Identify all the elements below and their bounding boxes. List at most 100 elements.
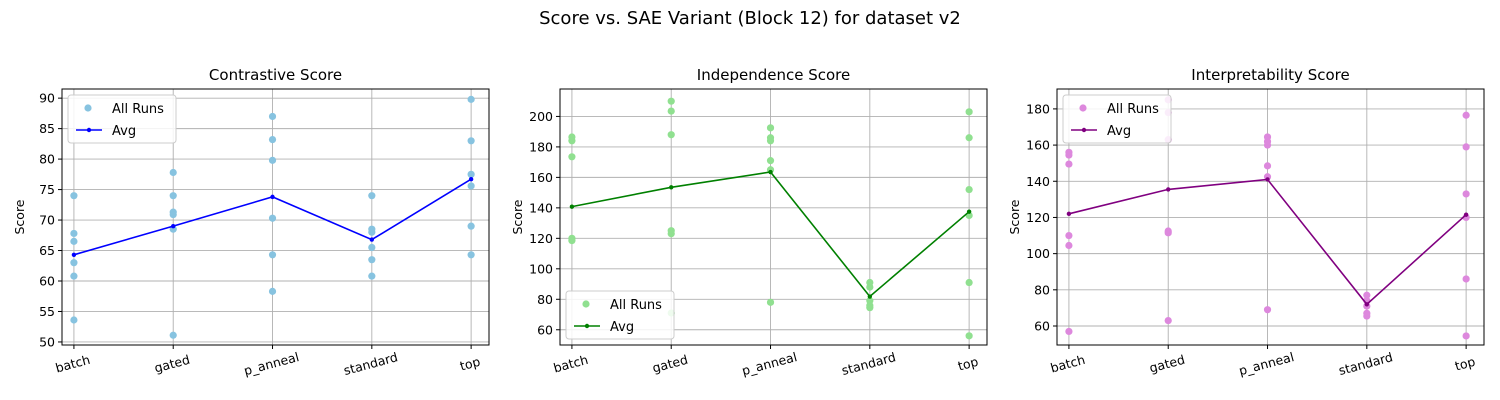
data-point — [1065, 160, 1073, 168]
avg-point — [71, 252, 77, 257]
data-point — [866, 283, 874, 291]
data-point — [1462, 111, 1470, 119]
data-point — [568, 237, 576, 245]
panel-0: 50 55 60 65 70 75 80 85 90 batch gated p_anneal stan… — [12, 66, 490, 378]
x-tick-label: gated — [651, 352, 690, 376]
y-axis-label: Score — [510, 199, 525, 234]
legend-label: Avg — [112, 124, 136, 139]
y-tick-label: 90 — [39, 91, 55, 106]
data-point — [965, 185, 973, 194]
avg-point — [1364, 302, 1370, 307]
x-tick-label: batch — [54, 352, 92, 376]
data-point — [268, 251, 277, 259]
x-tick-label: top — [458, 354, 482, 374]
data-point — [467, 182, 475, 190]
avg-point — [369, 237, 375, 242]
legend-marker-points — [1079, 104, 1087, 112]
data-point — [1065, 151, 1073, 159]
data-point — [70, 316, 78, 324]
y-tick-label: 180 — [529, 139, 553, 154]
data-point — [1462, 190, 1470, 198]
y-tick-label: 50 — [39, 334, 55, 349]
legend-label: Avg — [610, 320, 634, 335]
x-tick-label: top — [1453, 354, 1477, 374]
x-tick-label: standard — [840, 349, 897, 378]
data-point — [70, 192, 78, 200]
avg-point — [1166, 187, 1171, 192]
data-point — [268, 214, 277, 222]
data-point — [766, 298, 775, 306]
y-tick-label: 160 — [1026, 138, 1050, 153]
avg-point — [669, 185, 674, 190]
avg-point — [270, 194, 275, 200]
data-point — [965, 108, 973, 116]
data-point — [667, 230, 675, 238]
data-point — [1065, 241, 1073, 250]
data-point — [1065, 231, 1073, 240]
legend-label: All Runs — [610, 298, 662, 313]
data-point — [70, 229, 78, 238]
x-tick-label: p_anneal — [740, 349, 798, 378]
axes-frame — [61, 88, 490, 346]
data-point — [368, 243, 376, 252]
y-tick-label: 80 — [1034, 282, 1050, 297]
data-point — [1263, 306, 1272, 314]
legend: All Runs Avg — [1062, 94, 1172, 144]
data-point — [1065, 327, 1073, 336]
data-point — [766, 137, 775, 145]
legend-box — [67, 94, 177, 144]
figure-title: Score vs. SAE Variant (Block 12) for dat… — [539, 8, 961, 29]
data-point — [169, 192, 177, 200]
data-point — [268, 135, 277, 144]
x-tick-label: standard — [342, 349, 399, 378]
data-point — [268, 156, 277, 164]
avg-point — [569, 204, 575, 209]
data-point — [1462, 332, 1470, 340]
data-point — [467, 137, 475, 145]
data-point — [169, 210, 177, 219]
data-point — [766, 124, 775, 132]
legend: All Runs Avg — [565, 290, 675, 340]
y-tick-label: 55 — [39, 304, 55, 319]
x-tick-label: p_anneal — [1237, 349, 1295, 378]
data-point — [965, 332, 973, 340]
data-point — [70, 272, 78, 280]
data-point — [467, 170, 475, 178]
data-point — [965, 278, 973, 287]
data-point — [467, 95, 475, 103]
data-point — [1263, 141, 1272, 149]
data-point — [766, 157, 775, 165]
y-tick-label: 75 — [39, 182, 55, 197]
data-point — [1462, 143, 1470, 151]
legend-marker-points — [84, 104, 92, 112]
data-point — [467, 222, 475, 230]
x-tick-label: p_anneal — [242, 349, 300, 378]
panel-title: Interpretability Score — [1191, 66, 1349, 84]
data-point — [568, 137, 576, 145]
avg-point — [768, 169, 773, 175]
x-tick-label: gated — [1148, 352, 1187, 376]
y-tick-label: 140 — [529, 200, 553, 215]
legend-marker-dot — [1081, 127, 1087, 133]
data-point — [169, 168, 177, 177]
avg-point — [468, 177, 474, 182]
avg-point — [867, 294, 873, 299]
y-tick-label: 120 — [529, 231, 553, 246]
data-point — [667, 97, 675, 105]
legend-marker-dot — [86, 127, 92, 133]
x-tick-label: top — [956, 354, 980, 374]
y-tick-label: 80 — [39, 152, 55, 167]
data-point — [368, 272, 376, 280]
x-tick-label: standard — [1337, 349, 1394, 378]
data-point — [965, 134, 973, 142]
avg-point — [1066, 211, 1072, 217]
data-point — [368, 192, 376, 200]
y-axis-label: Score — [12, 199, 27, 234]
data-point — [70, 237, 78, 245]
avg-point — [966, 209, 972, 214]
legend-label: All Runs — [1107, 102, 1159, 117]
legend-box — [565, 290, 675, 340]
panel-title: Independence Score — [697, 66, 850, 84]
data-point — [1363, 312, 1371, 320]
